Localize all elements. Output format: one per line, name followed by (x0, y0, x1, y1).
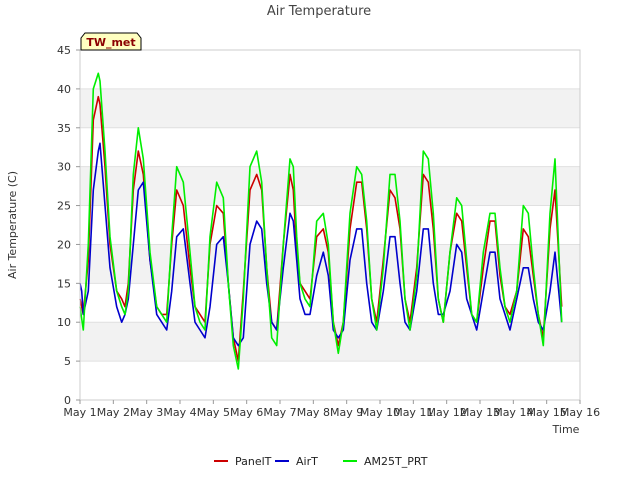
plot-band (80, 88, 580, 128)
plot-band (80, 166, 580, 206)
plot-band (80, 322, 580, 362)
x-tick-label: May 10 (360, 406, 400, 419)
x-tick-label: May 11 (393, 406, 433, 419)
y-tick-label: 0 (64, 394, 71, 407)
x-tick-label: May 5 (197, 406, 230, 419)
plot-band (80, 205, 580, 245)
badge-shape (80, 32, 142, 51)
x-tick-label: May 6 (230, 406, 263, 419)
plot-band (80, 361, 580, 400)
x-tick-label: May 8 (297, 406, 330, 419)
y-tick-label: 15 (57, 277, 71, 290)
x-tick-label: May 16 (560, 406, 600, 419)
y-tick-label: 30 (57, 161, 71, 174)
y-tick-label: 25 (57, 200, 71, 213)
badge-label: TW_met (86, 36, 135, 49)
y-tick-label: 40 (57, 83, 71, 96)
y-axis-ticks: 0 5 10 15 20 25 30 35 40 45 (57, 44, 80, 407)
legend-label-airt: AirT (296, 455, 318, 468)
tw-met-badge: TW_met (80, 32, 142, 51)
plot-background (80, 50, 580, 400)
x-tick-label: May 15 (527, 406, 567, 419)
x-tick-label: May 4 (163, 406, 196, 419)
gridlines (80, 49, 580, 401)
x-tick-label: May 1 (63, 406, 96, 419)
plot-band (80, 50, 580, 89)
x-tick-label: May 13 (460, 406, 500, 419)
y-axis-label: Air Temperature (C) (6, 171, 19, 279)
y-tick-label: 10 (57, 316, 71, 329)
plot-frame (79, 49, 581, 401)
chart-title: Air Temperature (267, 4, 371, 19)
series-line-am25t-prt (79, 72, 563, 370)
y-tick-label: 20 (57, 238, 71, 251)
x-axis-ticks: May 1 May 2 May 3 May 4 May 5 May 6 May 7 May 8… (63, 400, 600, 419)
x-tick-label: May 12 (427, 406, 467, 419)
y-tick-label: 45 (57, 44, 71, 57)
y-tick-label: 35 (57, 122, 71, 135)
x-tick-label: May 2 (97, 406, 130, 419)
x-tick-label: May 9 (330, 406, 363, 419)
x-tick-label: May 7 (263, 406, 296, 419)
y-tick-label: 5 (64, 355, 71, 368)
legend-label-am25t-prt: AM25T_PRT (364, 455, 428, 468)
x-tick-label: May 3 (130, 406, 163, 419)
series-line-airt (79, 142, 563, 347)
plot-band (80, 127, 580, 167)
legend: PanelT AirT AM25T_PRT (214, 455, 428, 468)
x-axis-label: Time (552, 423, 580, 436)
legend-label-panelt: PanelT (235, 455, 272, 468)
series-layer (79, 72, 563, 370)
x-tick-label: May 14 (493, 406, 533, 419)
